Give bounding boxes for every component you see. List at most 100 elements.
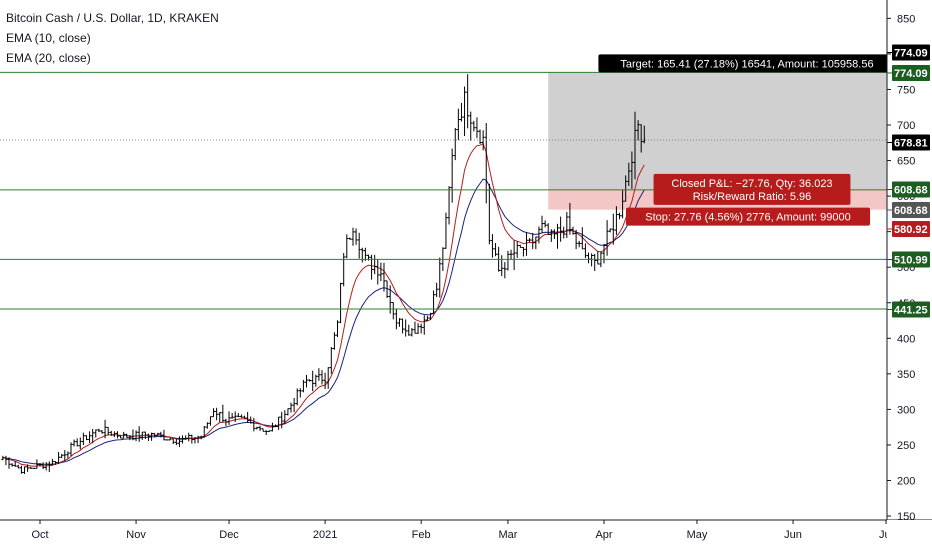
candle[interactable]	[274, 424, 278, 428]
candle[interactable]	[258, 425, 262, 431]
candle[interactable]	[171, 438, 175, 445]
candle[interactable]	[432, 290, 436, 315]
candle[interactable]	[119, 435, 123, 439]
candle[interactable]	[528, 238, 532, 242]
candle[interactable]	[360, 247, 364, 263]
candle[interactable]	[286, 408, 290, 416]
candle[interactable]	[512, 240, 516, 270]
candle[interactable]	[534, 236, 538, 250]
candle[interactable]	[463, 86, 467, 137]
candle[interactable]	[394, 309, 398, 330]
candle[interactable]	[295, 388, 299, 406]
candle[interactable]	[187, 432, 191, 442]
candle[interactable]	[81, 432, 85, 445]
candle[interactable]	[348, 237, 352, 240]
time-axis[interactable]	[0, 520, 932, 550]
candle[interactable]	[574, 229, 578, 250]
candle[interactable]	[292, 398, 296, 413]
candle[interactable]	[521, 246, 525, 257]
candle[interactable]	[249, 416, 253, 424]
candle[interactable]	[283, 410, 287, 425]
candle[interactable]	[131, 429, 135, 441]
candle[interactable]	[311, 370, 315, 392]
candle[interactable]	[215, 407, 219, 421]
candle[interactable]	[193, 436, 197, 444]
candle[interactable]	[413, 321, 417, 334]
target-zone[interactable]	[548, 72, 887, 190]
candle[interactable]	[91, 428, 95, 444]
candle[interactable]	[159, 431, 163, 438]
candle[interactable]	[484, 123, 488, 204]
candle[interactable]	[314, 374, 318, 387]
candle[interactable]	[320, 370, 324, 385]
candle[interactable]	[416, 323, 420, 334]
candle[interactable]	[26, 464, 30, 472]
candle[interactable]	[583, 243, 587, 259]
candle[interactable]	[270, 422, 274, 432]
candle[interactable]	[614, 206, 618, 235]
candle[interactable]	[515, 241, 519, 258]
candle[interactable]	[239, 414, 243, 418]
candle[interactable]	[373, 254, 377, 275]
candle[interactable]	[608, 228, 612, 233]
candle[interactable]	[150, 432, 154, 441]
candle[interactable]	[7, 457, 11, 469]
candle[interactable]	[140, 431, 144, 440]
candle[interactable]	[60, 453, 64, 458]
candle[interactable]	[78, 437, 82, 450]
candle[interactable]	[317, 368, 321, 381]
candle[interactable]	[596, 251, 600, 265]
candle[interactable]	[617, 212, 621, 220]
candle[interactable]	[363, 247, 367, 261]
candle[interactable]	[298, 388, 302, 398]
candle[interactable]	[177, 436, 181, 448]
candle[interactable]	[196, 435, 200, 444]
candle[interactable]	[75, 438, 79, 447]
candle[interactable]	[41, 462, 45, 470]
candle[interactable]	[323, 372, 327, 390]
candle[interactable]	[280, 411, 284, 429]
candle[interactable]	[456, 108, 460, 140]
candle[interactable]	[354, 228, 358, 245]
candle[interactable]	[184, 435, 188, 440]
candle[interactable]	[391, 301, 395, 320]
candle[interactable]	[72, 439, 76, 447]
candle[interactable]	[404, 319, 408, 337]
candle[interactable]	[289, 402, 293, 413]
candle[interactable]	[122, 431, 126, 439]
candle[interactable]	[602, 243, 606, 264]
candle[interactable]	[146, 433, 150, 442]
ema10-label[interactable]: EMA (10, close)	[6, 31, 91, 45]
candle[interactable]	[63, 450, 67, 462]
candle[interactable]	[212, 408, 216, 418]
candle[interactable]	[447, 186, 451, 225]
candle[interactable]	[162, 429, 166, 441]
candle[interactable]	[525, 232, 529, 256]
candle[interactable]	[568, 202, 572, 235]
candle[interactable]	[267, 430, 271, 433]
candle[interactable]	[339, 282, 343, 324]
price-tag-red[interactable]	[892, 221, 930, 237]
candle[interactable]	[277, 416, 281, 430]
candle[interactable]	[379, 262, 383, 282]
candle[interactable]	[459, 102, 463, 122]
candle[interactable]	[252, 417, 256, 432]
candle[interactable]	[115, 431, 119, 439]
candle[interactable]	[624, 175, 628, 202]
candle[interactable]	[639, 124, 643, 153]
candle[interactable]	[531, 232, 535, 250]
candle[interactable]	[342, 253, 346, 287]
candle[interactable]	[255, 426, 259, 430]
candle[interactable]	[407, 324, 411, 336]
candle[interactable]	[428, 312, 432, 321]
candle[interactable]	[422, 315, 426, 335]
ema10-line[interactable]	[2, 143, 645, 467]
candle[interactable]	[487, 183, 491, 245]
candle[interactable]	[218, 412, 222, 423]
candle[interactable]	[543, 220, 547, 228]
candle[interactable]	[621, 190, 625, 219]
price-tag-gray[interactable]	[892, 202, 930, 218]
candle[interactable]	[1, 455, 5, 461]
candle[interactable]	[97, 428, 101, 433]
